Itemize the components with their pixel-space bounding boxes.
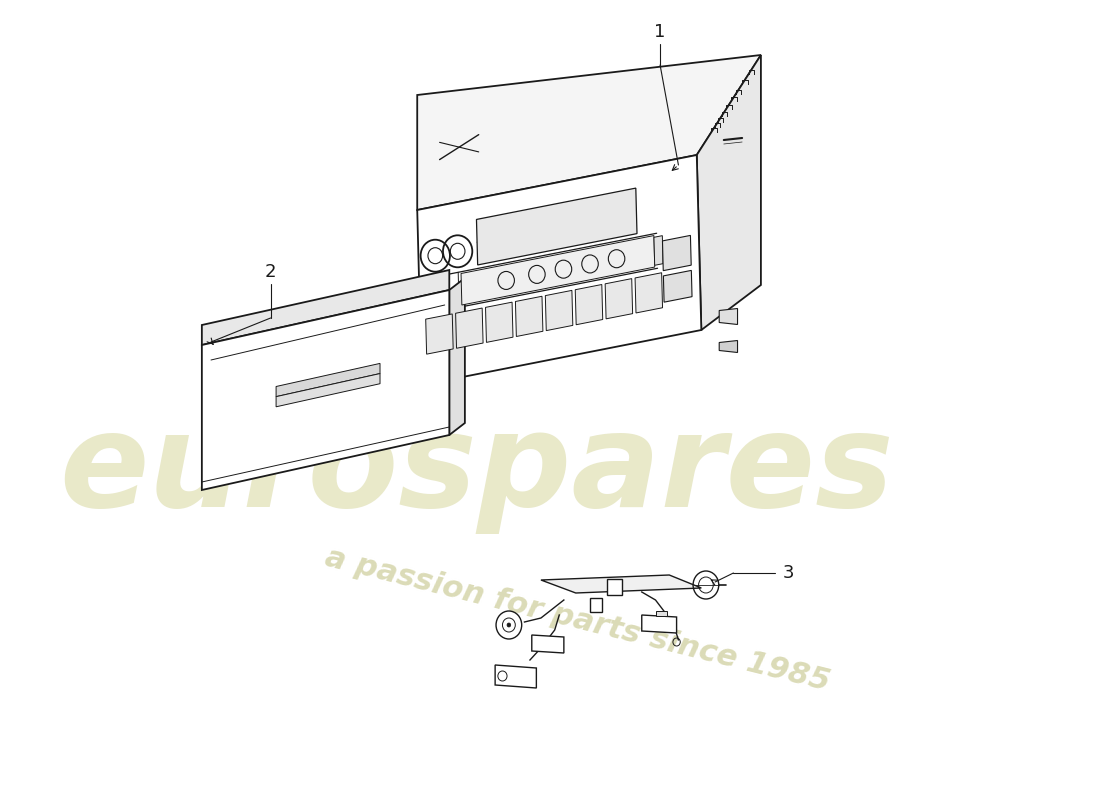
Polygon shape — [605, 278, 632, 319]
Polygon shape — [202, 290, 449, 490]
Polygon shape — [417, 155, 702, 385]
Polygon shape — [455, 308, 483, 348]
Polygon shape — [663, 270, 692, 302]
Polygon shape — [719, 309, 737, 325]
Polygon shape — [662, 235, 691, 270]
Polygon shape — [449, 278, 465, 435]
Text: a passion for parts since 1985: a passion for parts since 1985 — [322, 543, 833, 697]
Polygon shape — [202, 270, 449, 345]
Polygon shape — [426, 314, 453, 354]
Polygon shape — [719, 341, 737, 353]
Polygon shape — [531, 635, 564, 653]
Polygon shape — [590, 598, 603, 612]
Polygon shape — [641, 615, 676, 633]
Text: 2: 2 — [265, 263, 276, 281]
Polygon shape — [495, 665, 537, 688]
Polygon shape — [607, 579, 621, 595]
Text: 3: 3 — [782, 564, 794, 582]
Polygon shape — [485, 302, 513, 342]
Polygon shape — [546, 290, 573, 330]
Polygon shape — [417, 55, 761, 210]
Polygon shape — [635, 273, 662, 313]
Polygon shape — [696, 55, 761, 330]
Text: eurospares: eurospares — [59, 406, 894, 534]
Polygon shape — [461, 235, 654, 305]
Polygon shape — [516, 296, 543, 337]
Polygon shape — [575, 285, 603, 325]
Text: 1: 1 — [654, 23, 666, 41]
Polygon shape — [276, 363, 380, 397]
Polygon shape — [276, 374, 380, 406]
Polygon shape — [541, 575, 702, 593]
Circle shape — [507, 623, 510, 627]
Polygon shape — [656, 611, 668, 616]
Polygon shape — [654, 236, 663, 266]
Polygon shape — [476, 188, 637, 265]
